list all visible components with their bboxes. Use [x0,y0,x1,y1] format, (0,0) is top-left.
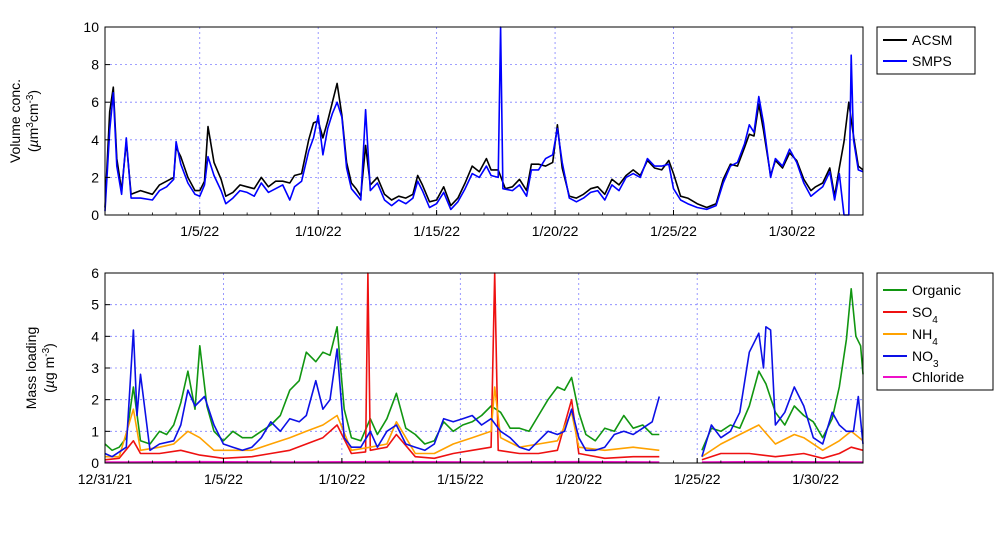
mass-loading-chart: 0 1 2 3 4 5 6 12/31/21 1/5/22 1/10/22 1/15/22 1/20… [23,265,994,487]
top-legend: ACSM SMPS [876,26,976,75]
y-tick-label: 0 [91,455,99,471]
bottom-legend-box [876,272,994,391]
x-tick-label: 1/30/22 [769,223,816,239]
bottom-series-lines [104,272,864,463]
top-series-lines [104,26,864,216]
y-tick-label: 5 [91,297,99,313]
y-tick-label: 8 [91,57,99,73]
series-line-no3 [104,329,661,458]
bottom-legend: Organic SO4 NH4 NO3 Chloride [876,272,994,391]
y-tick-label: 0 [91,207,99,223]
x-tick-label: 1/20/22 [532,223,579,239]
series-line-no3 [701,325,864,457]
y-tick-label: 4 [91,132,99,148]
x-tick-label: 1/5/22 [180,223,219,239]
x-tick-label: 12/31/21 [78,471,133,487]
series-line-smps [104,26,864,216]
y-tick-label: 2 [91,169,99,185]
x-tick-label: 1/25/22 [674,471,721,487]
bottom-y-label-line1: Mass loading [23,327,39,410]
series-line-acsm [104,82,864,209]
x-tick-label: 1/15/22 [413,223,460,239]
legend-label-chloride: Chloride [912,369,964,385]
top-y-label-line1: Volume conc. [7,79,23,163]
x-tick-label: 1/10/22 [319,471,366,487]
x-tick-label: 1/30/22 [792,471,839,487]
series-line-organic [701,287,864,451]
y-tick-label: 1 [91,423,99,439]
series-line-so4 [701,446,864,461]
top-legend-box [876,26,976,75]
series-line-so4 [104,272,660,461]
y-tick-label: 6 [91,265,99,281]
y-tick-label: 3 [91,360,99,376]
x-tick-label: 1/15/22 [437,471,484,487]
series-line-nh4 [105,386,660,458]
top-y-label-line2: (µm3cm-3) [25,90,42,152]
y-tick-label: 6 [91,94,99,110]
x-tick-label: 1/25/22 [650,223,697,239]
legend-label-so4: SO4 [912,304,938,326]
bottom-y-label-line2: (µg m-3) [41,343,58,393]
x-tick-label: 1/10/22 [295,223,342,239]
series-line-nh4 [701,424,864,458]
y-tick-label: 2 [91,392,99,408]
y-tick-label: 4 [91,328,99,344]
bottom-y-axis-label: Mass loading (µg m-3) [23,327,57,410]
legend-label-nh4: NH4 [912,326,938,348]
x-tick-label: 1/5/22 [204,471,243,487]
legend-label-acsm: ACSM [912,32,952,48]
legend-label-no3: NO3 [912,348,939,370]
bottom-y-ticks: 0 1 2 3 4 5 6 [91,265,110,471]
legend-label-smps: SMPS [912,53,952,69]
y-tick-label: 10 [83,19,99,35]
top-x-ticks: 1/5/22 1/10/22 1/15/22 1/20/22 1/25/22 1/30/2… [104,210,864,239]
x-tick-label: 1/20/22 [555,471,602,487]
bottom-x-ticks: 12/31/21 1/5/22 1/10/22 1/15/22 1/20/22 1/25/… [78,458,864,487]
top-y-axis-label: Volume conc. (µm3cm-3) [7,79,41,163]
volume-concentration-chart: 0 2 4 6 8 10 1/5/22 1/10/22 1/15/22 1/20/22 1/25/… [7,19,976,239]
legend-label-organic: Organic [912,282,961,298]
top-y-ticks: 0 2 4 6 8 10 [83,19,110,223]
